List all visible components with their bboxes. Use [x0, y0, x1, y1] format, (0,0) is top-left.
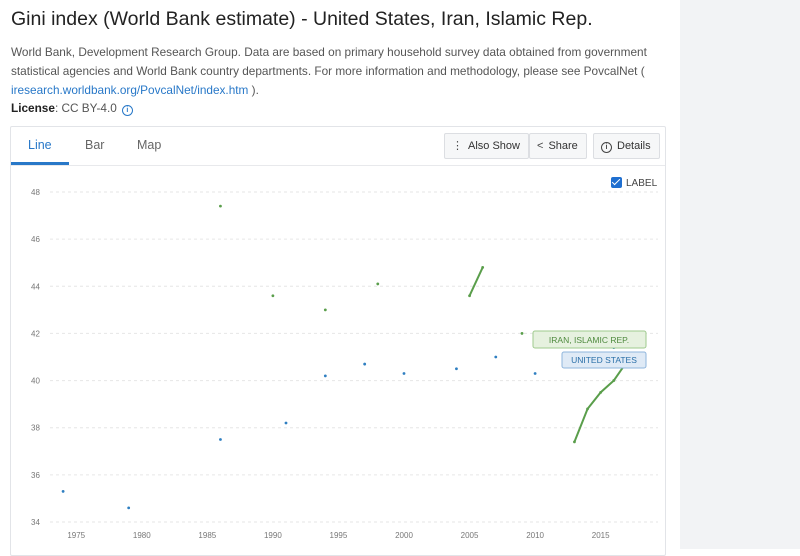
us-data-point — [61, 489, 65, 493]
us-data-point — [323, 374, 327, 378]
us-data-point — [494, 355, 498, 359]
iran-data-point — [323, 308, 327, 312]
chart-tabs: Line Bar Map ⋮ Also Show < Share i Details — [11, 127, 665, 166]
us-data-point — [402, 372, 406, 375]
license-label: License — [11, 101, 55, 115]
share-icon: < — [537, 140, 544, 152]
tab-map[interactable]: Map — [137, 138, 162, 152]
also-show-button[interactable]: ⋮ Also Show — [444, 133, 529, 159]
description-text: World Bank, Development Research Group. … — [11, 45, 647, 78]
us-series-label-box — [561, 351, 647, 369]
y-tick-label: 40 — [31, 377, 40, 386]
iran-data-point — [219, 204, 222, 208]
page-title: Gini index (World Bank estimate) - Unite… — [11, 8, 593, 30]
iran-data-point — [481, 266, 485, 269]
iran-line-segment — [468, 267, 484, 297]
iran-data-point — [599, 390, 603, 394]
y-tick-label: 36 — [31, 471, 40, 480]
iran-series-label: IRAN, ISLAMIC REP. — [549, 335, 629, 345]
share-label: Share — [548, 140, 578, 152]
y-tick-label: 48 — [31, 188, 40, 197]
page-gutter — [680, 0, 800, 549]
description-end: ). — [251, 83, 259, 97]
us-data-point — [533, 372, 537, 375]
info-icon[interactable]: i — [121, 105, 133, 116]
iran-data-point — [520, 332, 524, 335]
iran-line-segment — [573, 361, 628, 443]
share-button[interactable]: < Share — [529, 133, 587, 159]
x-tick-label: 2005 — [461, 531, 479, 540]
tab-line[interactable]: Line — [28, 138, 52, 152]
x-tick-label: 2015 — [592, 531, 610, 540]
details-label: Details — [617, 140, 651, 152]
x-tick-label: 1995 — [330, 531, 348, 540]
iran-data-point — [586, 407, 589, 411]
x-tick-label: 2010 — [526, 531, 544, 540]
iran-series-label-box — [532, 330, 647, 349]
also-show-label: Also Show — [468, 140, 520, 152]
x-tick-label: 1975 — [67, 531, 85, 540]
x-tick-label: 2000 — [395, 531, 413, 540]
active-tab-indicator — [11, 162, 69, 165]
us-series-label: UNITED STATES — [571, 355, 637, 365]
label-toggle[interactable]: LABEL — [611, 177, 657, 189]
x-tick-label: 1990 — [264, 531, 282, 540]
povcalnet-link[interactable]: iresearch.worldbank.org/PovcalNet/index.… — [11, 83, 249, 97]
license-line: License: CC BY-4.0 i — [11, 101, 133, 116]
us-data-point — [127, 506, 131, 510]
iran-data-point — [271, 294, 275, 298]
label-toggle-text: LABEL — [626, 178, 658, 189]
x-tick-label: 1985 — [198, 531, 216, 540]
y-tick-label: 46 — [31, 235, 40, 244]
y-tick-label: 44 — [31, 282, 40, 291]
us-data-point — [455, 367, 458, 371]
iran-data-point — [612, 379, 616, 382]
y-tick-label: 38 — [31, 424, 40, 433]
indicator-description: World Bank, Development Research Group. … — [11, 43, 671, 100]
tab-bar[interactable]: Bar — [85, 138, 105, 152]
iran-data-point — [468, 294, 471, 298]
more-vertical-icon: ⋮ — [452, 140, 463, 152]
us-data-point — [219, 438, 222, 441]
iran-data-point — [376, 282, 380, 286]
us-data-point — [363, 362, 367, 366]
info-circle-icon: i — [601, 142, 612, 153]
iran-data-point — [573, 440, 576, 444]
x-tick-label: 1980 — [133, 531, 151, 540]
label-checkbox[interactable] — [611, 177, 622, 188]
details-button[interactable]: i Details — [593, 133, 660, 159]
us-data-point — [284, 421, 288, 425]
y-tick-label: 42 — [31, 329, 40, 338]
license-value: : CC BY-4.0 — [54, 101, 117, 115]
y-tick-label: 34 — [31, 518, 40, 527]
